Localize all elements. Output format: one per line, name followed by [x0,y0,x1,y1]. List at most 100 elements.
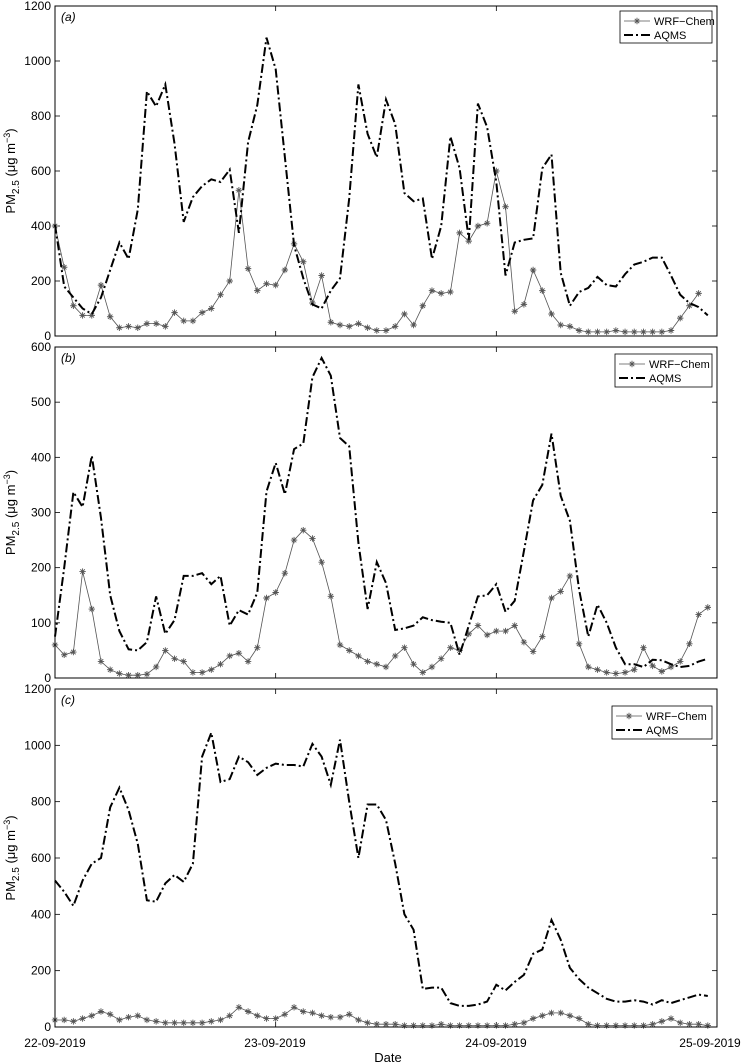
wrf-chem-point [346,323,353,330]
wrf-chem-point [382,1020,390,1028]
wrf-chem-point [511,622,518,629]
wrf-chem-point [391,323,399,330]
wrf-chem-markers [51,526,712,679]
wrf-chem-point [621,328,629,336]
wrf-chem-point [585,1020,592,1028]
wrf-chem-line [54,170,699,333]
wrf-chem-point [447,288,454,296]
wrf-chem-point [318,558,325,566]
y-tick-label: 0 [44,329,51,343]
y-tick-label: 200 [31,561,51,575]
y-tick-label: 400 [31,219,51,233]
wrf-chem-point [281,569,289,577]
y-tick-label: 600 [31,851,51,865]
wrf-chem-point [391,1020,399,1028]
wrf-chem-point [152,320,160,327]
wrf-chem-point [373,327,381,334]
legend: WRF−Chem AQMS [619,10,715,44]
wrf-chem-point [208,1018,215,1025]
legend-aqms-label: AQMS [654,30,686,42]
wrf-chem-point [539,287,546,294]
wrf-chem-point [263,1015,270,1022]
wrf-chem-point [677,1019,684,1026]
wrf-chem-point [336,321,344,329]
wrf-chem-point [575,327,583,334]
wrf-chem-markers [51,1004,712,1029]
wrf-chem-point [557,1009,564,1017]
wrf-chem-point [300,258,307,265]
wrf-chem-point [263,594,270,602]
y-axis-label-part: ) [3,815,18,819]
wrf-chem-point [612,670,620,677]
wrf-chem-point [79,1015,86,1022]
wrf-chem-point [410,321,417,329]
wrf-chem-point [60,651,68,659]
panel-label: (b) [61,351,76,365]
wrf-chem-point [456,647,463,654]
y-tick-label: 1000 [24,54,51,68]
wrf-chem-point [79,568,86,575]
wrf-chem-point [272,281,279,289]
wrf-chem-point [290,1004,298,1011]
wrf-chem-point [364,324,371,331]
wrf-chem-point [649,328,656,336]
wrf-chem-point [520,1019,528,1026]
wrf-chem-point [419,669,426,676]
y-tick-label: 800 [31,795,51,809]
wrf-chem-point [631,328,638,336]
wrf-chem-point [162,647,169,654]
wrf-chem-point [649,662,656,670]
y-tick-label: 0 [44,1020,51,1034]
wrf-chem-point [529,1015,537,1022]
legend-box [619,10,713,44]
wrf-chem-point [97,1008,105,1015]
wrf-chem-point [327,319,335,326]
wrf-chem-point [254,1012,261,1019]
chart-panel: 0 200 400 600 800 1000 1200 (a) WRF−Chem AQMS PM2.… [2,0,718,343]
y-axis-label-part: (μg m [3,143,18,180]
wrf-chem-point [612,327,620,334]
wrf-chem-point [70,648,77,656]
wrf-chem-point [281,1011,289,1018]
wrf-chem-point [502,1022,509,1029]
x-tick-label: 24-09-2019 [465,1036,527,1050]
wrf-chem-point [198,309,206,316]
x-tick-label: 23-09-2019 [244,1036,306,1050]
wrf-chem-point [658,668,666,675]
wrf-chem-point [704,1022,712,1029]
wrf-chem-point [529,266,537,274]
wrf-chem-point [125,672,132,679]
wrf-chem-point [585,663,592,671]
wrf-chem-point [189,669,197,676]
legend-aqms-label: AQMS [649,373,681,385]
wrf-chem-point [244,658,252,665]
wrf-chem-point [667,327,675,334]
x-tick-labels: 22-09-2019 23-09-2019 24-09-2019 25-09-2… [24,1036,741,1050]
y-axis-label: PM2.5 (μg m−3) [2,815,22,900]
legend-wrf-label: WRF−Chem [649,359,710,371]
wrf-chem-point [483,1022,491,1029]
wrf-chem-point [474,622,482,629]
wrf-chem-point [465,1022,472,1029]
wrf-chem-point [281,266,289,274]
y-axis-label: PM2.5 (μg m−3) [2,470,22,555]
wrf-chem-point [695,611,702,618]
wrf-chem-point [437,290,445,297]
wrf-chem-point [189,1019,197,1026]
wrf-chem-point [511,1020,518,1028]
wrf-chem-line [54,529,709,676]
wrf-chem-line [55,1006,708,1026]
chart-panel: 0 200 400 600 800 1000 1200 (c) WRF−Chem AQMS PM2.… [2,682,718,1034]
wrf-chem-point [373,661,381,668]
x-tick-label: 22-09-2019 [24,1036,86,1050]
wrf-chem-point [272,589,279,596]
wrf-chem-point [428,287,436,294]
wrf-chem-point [106,666,114,673]
legend-box [611,705,713,740]
y-axis-label-part: −3 [2,133,12,143]
wrf-chem-point [548,1009,555,1017]
wrf-chem-point [327,1013,335,1021]
y-axis-label-part: 2.5 [11,180,22,194]
wrf-chem-point [575,640,583,647]
wrf-chem-point [364,1019,371,1026]
